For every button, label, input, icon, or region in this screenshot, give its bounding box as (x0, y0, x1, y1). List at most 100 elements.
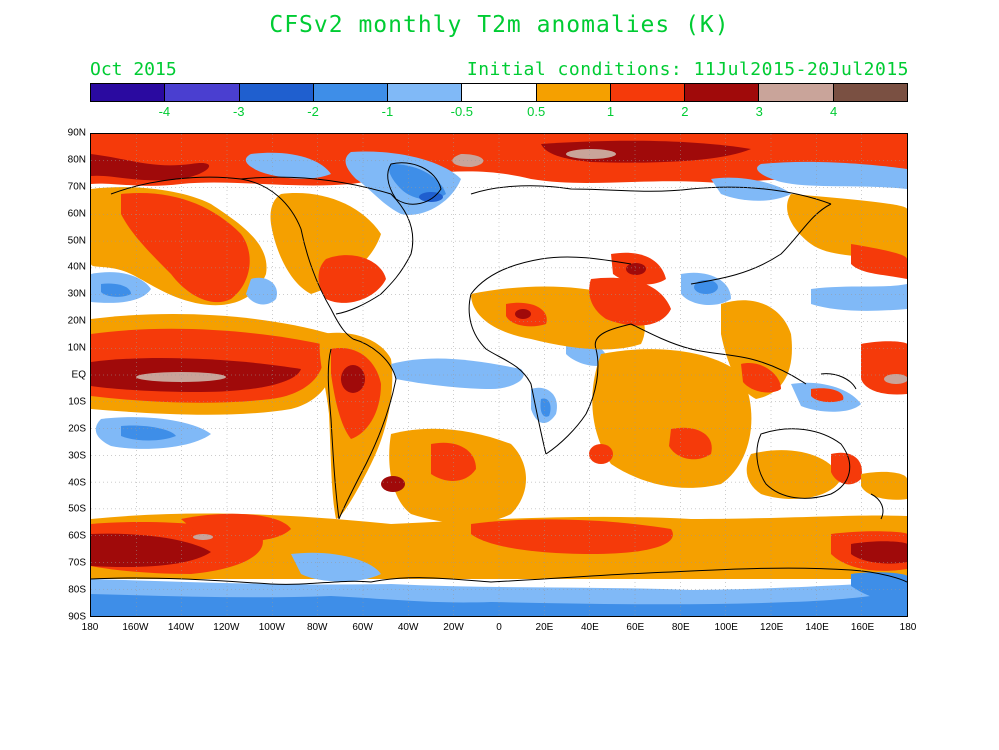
anomaly-region (669, 427, 712, 460)
latitude-label: 60N (67, 208, 86, 220)
longitude-label: 160W (122, 622, 149, 633)
latitude-label: 10S (68, 396, 86, 408)
anomaly-region (787, 194, 907, 264)
colorbar-tick-label: 0.5 (527, 104, 546, 119)
anomaly-region (389, 164, 446, 200)
anomaly-region (851, 244, 907, 279)
coastline (470, 256, 632, 295)
anomaly-region (91, 533, 211, 568)
colorbar-tick-label: 2 (681, 104, 689, 119)
longitude-label: 100W (258, 622, 285, 633)
latitude-label: 80N (67, 154, 86, 166)
longitude-label: 180 (899, 622, 917, 633)
anomaly-region (566, 149, 616, 159)
anomaly-region (515, 309, 531, 319)
latitude-label: 60S (68, 530, 86, 542)
longitude-label: 60W (352, 622, 373, 633)
coastline (870, 493, 884, 520)
anomaly-region (884, 374, 907, 384)
anomaly-region (318, 255, 386, 303)
anomaly-region (136, 372, 226, 382)
anomaly-region (589, 277, 671, 326)
longitude-label: 20W (443, 622, 464, 633)
coastlines (91, 162, 907, 585)
latitude-label: 90S (68, 611, 86, 623)
coastline (240, 176, 414, 315)
anomaly-region (851, 541, 907, 564)
latitude-label: 40S (68, 477, 86, 489)
anomaly-region (811, 388, 844, 403)
anomaly-region (91, 592, 907, 616)
anomaly-region (757, 161, 907, 189)
anomaly-region (626, 263, 646, 275)
coastline (545, 323, 632, 455)
longitude-label: 180 (81, 622, 99, 633)
coastline (327, 348, 340, 520)
anomaly-region (245, 152, 331, 179)
anomaly-region (861, 341, 907, 395)
anomaly-region (121, 193, 250, 303)
latitude-label: 30N (67, 288, 86, 300)
colorbar-box (313, 84, 389, 101)
latitude-label: 90N (67, 127, 86, 139)
anomaly-region (91, 154, 210, 181)
colorbar-box (239, 84, 314, 101)
colorbar-labels: -4 -3 -2 -1 -0.5 0.5 1 2 3 4 (90, 104, 908, 122)
anomaly-region (452, 154, 484, 167)
colorbar-box (685, 84, 760, 101)
anomaly-region (193, 534, 213, 540)
colorbar-tick-label: -3 (232, 104, 245, 119)
anomaly-region (592, 349, 752, 488)
coastline (338, 338, 397, 520)
anomaly-map (90, 133, 908, 617)
anomaly-region (540, 398, 551, 417)
anomaly-region (419, 192, 443, 202)
anomaly-region (831, 452, 862, 485)
colorbar-tick-label: -1 (381, 104, 394, 119)
latitude-label: 70S (68, 557, 86, 569)
valid-month: Oct 2015 (90, 59, 177, 80)
colorbar-box (91, 84, 166, 101)
colorbar-box (536, 84, 611, 101)
latitude-label: 40N (67, 261, 86, 273)
colorbar-tick-label: 1 (606, 104, 615, 119)
anomaly-region (694, 280, 718, 294)
anomaly-region (861, 471, 907, 500)
chart-title: CFSv2 monthly T2m anomalies (K) (269, 12, 730, 38)
anomaly-region (851, 572, 907, 604)
anomaly-region (246, 277, 277, 305)
coastline (630, 323, 807, 385)
longitude-label: 80E (671, 622, 690, 633)
gridlines (91, 134, 907, 616)
longitude-label: 20E (535, 622, 554, 633)
colorbar (90, 83, 908, 102)
longitude-label: 140W (167, 622, 194, 633)
coastline (756, 428, 851, 499)
longitude-label: 140E (805, 622, 829, 633)
anomaly-region (341, 365, 365, 393)
longitude-label: 120E (759, 622, 784, 633)
colorbar-box (165, 84, 240, 101)
anomaly-region (746, 450, 841, 499)
coastline (468, 293, 547, 455)
anomaly-region (811, 284, 907, 311)
longitude-label: 120W (213, 622, 240, 633)
latitude-label: 50N (67, 235, 86, 247)
anomaly-region (121, 425, 176, 441)
latitude-label: 10N (67, 342, 86, 354)
longitude-label: 100E (714, 622, 738, 633)
longitude-label: 160E (850, 622, 875, 633)
coastline (690, 203, 832, 285)
initial-conditions: Initial conditions: 11Jul2015-20Jul2015 (466, 59, 909, 80)
colorbar-tick-label: 3 (755, 104, 763, 119)
longitude-label: 80W (306, 622, 328, 633)
anomaly-region (381, 476, 405, 492)
anomaly-region (741, 363, 781, 393)
colorbar-tick-label: -2 (307, 104, 319, 119)
coastline (110, 176, 354, 340)
latitude-label: 80S (68, 584, 86, 596)
colorbar-tick-label: -0.5 (450, 104, 474, 119)
latitude-label: 30S (68, 450, 86, 462)
colorbar-box (833, 84, 907, 101)
coastline (387, 162, 442, 205)
